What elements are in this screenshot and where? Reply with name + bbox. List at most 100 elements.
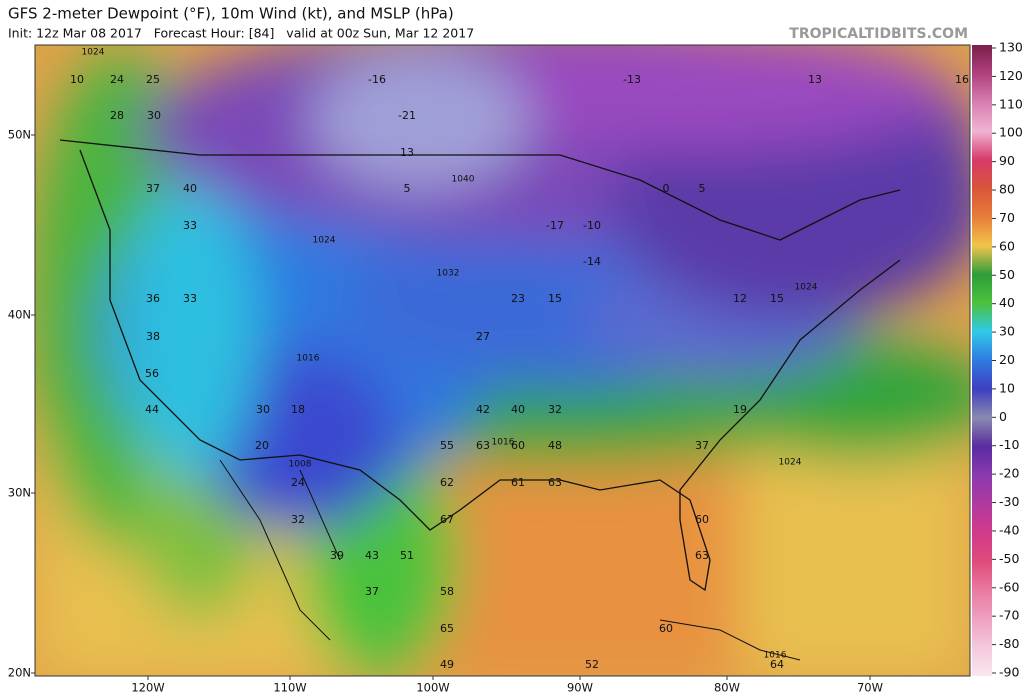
dewpoint-label: 5 [699,182,706,195]
colorbar-label: 40 [999,295,1015,310]
dewpoint-label: 63 [695,549,709,562]
dewpoint-label: 10 [70,73,84,86]
dewpoint-label: 12 [733,292,747,305]
colorbar-label: 80 [999,182,1015,197]
dewpoint-label: 28 [110,109,124,122]
dewpoint-label: 23 [511,292,525,305]
colorbar-label: 90 [999,153,1015,168]
dewpoint-label: 58 [440,585,454,598]
dewpoint-label: 0 [663,182,670,195]
colorbar-label: 10 [999,380,1015,395]
dewpoint-label: 44 [145,403,159,416]
dewpoint-label: 62 [440,476,454,489]
dewpoint-label: 43 [365,549,379,562]
dewpoint-label: -16 [368,73,386,86]
latitude-label: 30N [8,486,31,500]
dewpoint-label: 64 [770,658,784,671]
dewpoint-label: 19 [733,403,747,416]
colorbar-label: -70 [999,608,1019,623]
pressure-label: 1024 [82,48,105,58]
longitude-label: 80W [714,681,740,695]
dewpoint-label: 16 [955,73,969,86]
map-field [35,45,970,676]
colorbar-label: -90 [999,665,1019,680]
dewpoint-label: -21 [398,109,416,122]
latitude-label: 50N [8,128,31,142]
colorbar-label: -80 [999,636,1019,651]
map-frame [34,44,971,677]
mexico-coast [219,459,341,641]
colorbar-label: 110 [999,96,1023,111]
dewpoint-label: 5 [404,182,411,195]
pressure-label: 1032 [437,269,460,279]
dewpoint-label: 36 [146,292,160,305]
dewpoint-label: 37 [146,182,160,195]
colorbar-label: -10 [999,437,1019,452]
colorbar-label: -30 [999,494,1019,509]
latitude-label: 40N [8,308,31,322]
dewpoint-label: 40 [511,403,525,416]
dewpoint-label: 32 [291,513,305,526]
dewpoint-label: 24 [291,476,305,489]
dewpoint-label: 56 [145,367,159,380]
source: TROPICALTIDBITS.COM [789,26,968,42]
title: GFS 2-meter Dewpoint (°F), 10m Wind (kt)… [8,5,454,23]
dewpoint-label: 37 [695,439,709,452]
pressure-label: 1016 [297,354,320,364]
dewpoint-label: 65 [440,622,454,635]
pressure-label: 1024 [313,236,336,246]
dewpoint-label: 27 [476,330,490,343]
dewpoint-label: 33 [183,292,197,305]
longitude-label: 110W [273,681,306,695]
longitude-label: 90W [567,681,593,695]
dewpoint-label: 18 [291,403,305,416]
dewpoint-label: 30 [147,109,161,122]
colorbar-label: 60 [999,238,1015,253]
colorbar-label: 70 [999,210,1015,225]
dewpoint-label: -14 [583,255,601,268]
pressure-label: 1016 [764,651,787,661]
dewpoint-label: 60 [511,439,525,452]
dewpoint-label: 39 [330,549,344,562]
colorbar-label: -50 [999,551,1019,566]
colorbar-label: 20 [999,352,1015,367]
colorbar-label: -20 [999,466,1019,481]
dewpoint-label: 40 [183,182,197,195]
colorbar-label: 100 [999,125,1023,140]
colorbar [972,45,992,676]
dewpoint-label: 33 [183,219,197,232]
longitude-label: 100W [416,681,449,695]
dewpoint-label: 42 [476,403,490,416]
dewpoint-label: 60 [695,513,709,526]
colorbar-label: -60 [999,579,1019,594]
dewpoint-label: 38 [146,330,160,343]
dewpoint-label: 25 [146,73,160,86]
dewpoint-label: -17 [546,219,564,232]
dewpoint-label: 13 [400,146,414,159]
subtitle: Init: 12z Mar 08 2017 Forecast Hour: [84… [8,26,474,41]
dewpoint-label: 15 [548,292,562,305]
dewpoint-label: 32 [548,403,562,416]
dewpoint-label: 52 [585,658,599,671]
dewpoint-label: 55 [440,439,454,452]
dewpoint-label: 15 [770,292,784,305]
dewpoint-label: 49 [440,658,454,671]
dewpoint-label: 37 [365,585,379,598]
coastline [59,139,901,592]
dewpoint-label: 13 [808,73,822,86]
dewpoint-label: 63 [476,439,490,452]
colorbar-label: 30 [999,324,1015,339]
dewpoint-label: 24 [110,73,124,86]
dewpoint-label: 60 [659,622,673,635]
colorbar-label: 130 [999,40,1023,55]
longitude-label: 70W [857,681,883,695]
pressure-label: 1008 [289,460,312,470]
pressure-label: 1024 [795,283,818,293]
colorbar-label: 120 [999,68,1023,83]
colorbar-label: 50 [999,267,1015,282]
dewpoint-label: -10 [583,219,601,232]
longitude-label: 120W [131,681,164,695]
dewpoint-label: 51 [400,549,414,562]
colorbar-label: 0 [999,409,1007,424]
